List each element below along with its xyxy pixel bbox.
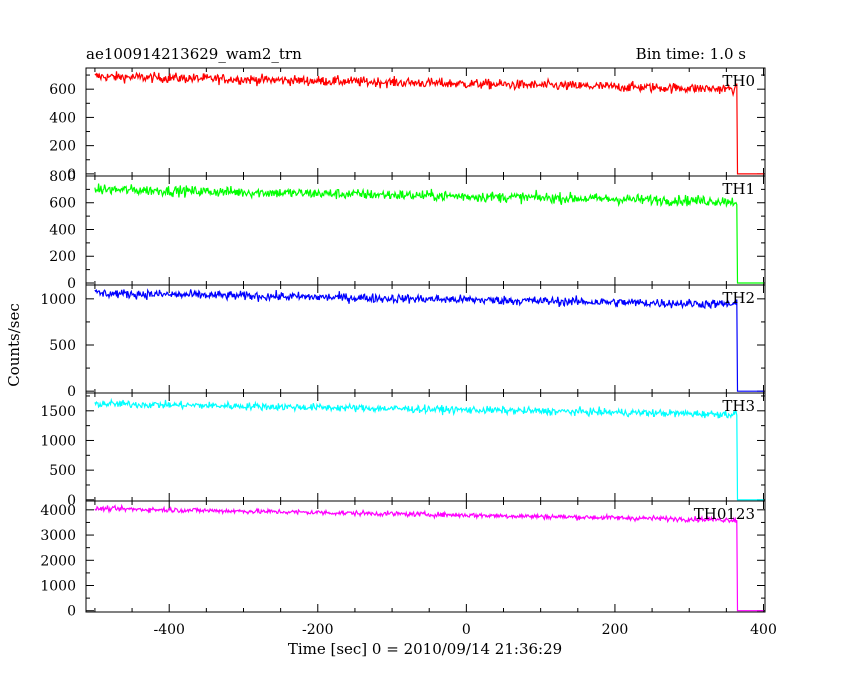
x-tick-label: -400 [153,622,184,638]
panel-th1-frame [85,175,766,286]
panel-th0123-ytick-label: 3000 [40,528,76,544]
panel-th3-series-line [94,397,764,501]
chart-title: ae100914213629_wam2_trn [86,45,302,63]
x-tick-label: 400 [750,622,777,638]
x-tick-label: 200 [602,622,629,638]
panel-th3-ytick-label: 1500 [40,404,76,420]
panel-th1-ytick-label: 200 [49,249,76,265]
panel-th1-ytick-label: 800 [49,169,76,185]
panel-th0123-ytick-label: 2000 [40,553,76,569]
panel-th1-ytick-label: 400 [49,222,76,238]
panel-th1-ytick-label: 600 [49,196,76,212]
panel-th2-series-line [94,288,764,392]
panel-th0-series-line [94,71,764,175]
panel-th2-label: TH2 [722,289,755,307]
panel-th2-ytick-label: 0 [67,384,76,400]
panel-th0123-ytick-label: 0 [67,604,76,620]
panel-th2-ytick-label: 500 [49,338,76,354]
panel-th0-ytick-label: 200 [49,139,76,155]
panel-th0-ytick-label: 400 [49,110,76,126]
panel-th1-label: TH1 [722,180,755,198]
panel-th2-ytick-label: 1000 [40,292,76,308]
panel-th0-ytick-label: 0 [67,167,76,183]
panel-th0-label: TH0 [722,72,755,90]
panel-th3-ytick-label: 500 [49,463,76,479]
y-axis-label: Counts/sec [5,303,23,387]
panel-th0123-ytick-label: 1000 [40,579,76,595]
panel-th0123-frame [85,500,766,613]
panel-th3-ytick-label: 1000 [40,433,76,449]
x-axis-label: Time [sec] 0 = 2010/09/14 21:36:29 [288,640,562,658]
panels-group: 0 200 400 600 TH0 0 200 400 600 800 TH1 0 500 1000 TH2… [40,67,777,638]
panel-th3-label: TH3 [722,397,755,415]
panel-th0123-label: TH0123 [694,505,755,523]
panel-th3-ytick-label: 0 [67,493,76,509]
panel-th0-ytick-label: 600 [49,82,76,98]
panel-th0123-ytick-label: 4000 [40,503,76,519]
x-tick-label: -200 [302,622,333,638]
x-tick-label: 0 [462,622,471,638]
panel-th0123-series-line [94,503,764,612]
panel-th1-series-line [94,183,764,284]
panel-th1-ytick-label: 0 [67,276,76,292]
bin-time-label: Bin time: 1.0 s [636,45,746,63]
